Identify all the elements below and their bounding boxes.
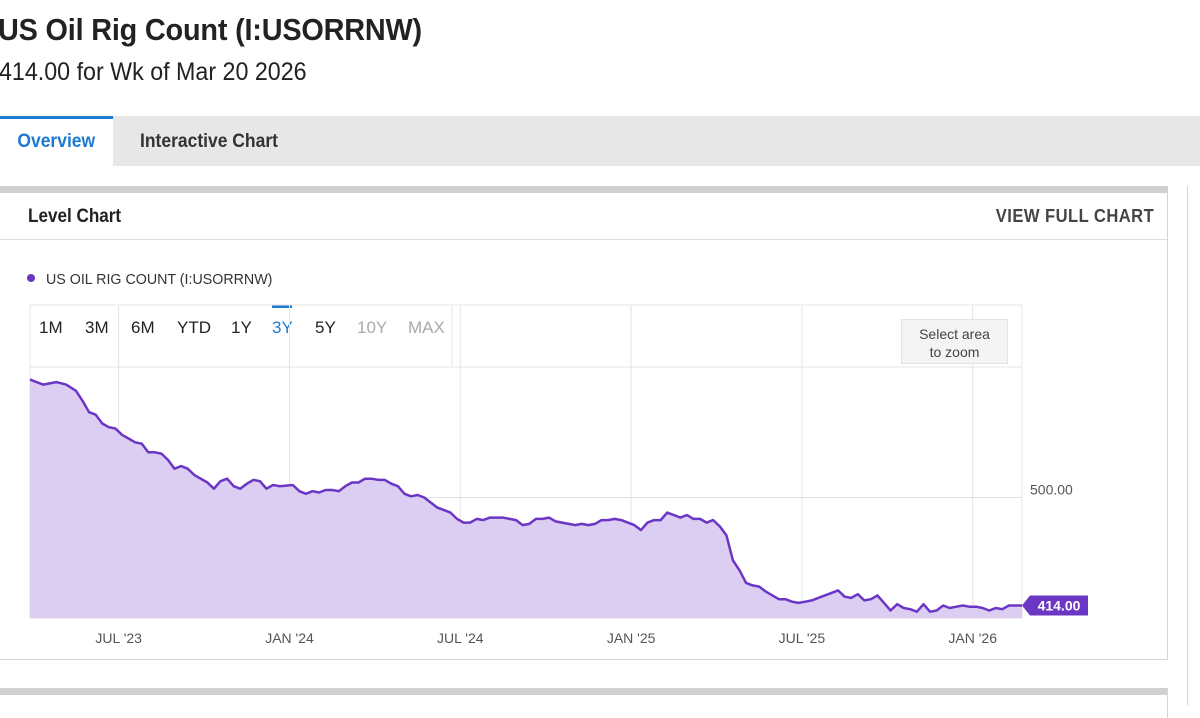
range-ytd-button[interactable]: YTD (177, 318, 211, 337)
page-subtitle: 414.00 for Wk of Mar 20 2026 (0, 58, 307, 86)
x-tick-label: JUL '23 (95, 630, 142, 646)
range-max-button: MAX (408, 318, 445, 337)
range-6m-button[interactable]: 6M (131, 318, 155, 337)
x-tick-label: JUL '24 (437, 630, 484, 646)
active-range-indicator (272, 305, 292, 308)
x-tick-label: JAN '24 (265, 630, 314, 646)
panel-header: Level Chart VIEW FULL CHART (0, 193, 1167, 240)
last-value-badge (1022, 595, 1088, 616)
y-tick-label: 500.00 (1030, 482, 1073, 498)
x-tick-label: JUL '25 (779, 630, 826, 646)
series-area (30, 379, 1022, 618)
view-full-chart-link[interactable]: VIEW FULL CHART (995, 206, 1154, 226)
next-panel (0, 688, 1168, 718)
range-1m-button[interactable]: 1M (39, 318, 63, 337)
x-tick-label: JAN '25 (607, 630, 656, 646)
range-5y-button[interactable]: 5Y (315, 318, 336, 337)
range-1y-button[interactable]: 1Y (231, 318, 252, 337)
tab-overview[interactable]: Overview (0, 116, 113, 166)
right-panel-edge (1187, 186, 1200, 705)
legend-label: US OIL RIG COUNT (I:USORRNW) (46, 271, 273, 288)
zoom-hint-line2: to zoom (929, 344, 980, 360)
last-value-marker: 414.00 (1022, 595, 1088, 616)
chart-legend[interactable]: US OIL RIG COUNT (I:USORRNW) (27, 271, 284, 288)
last-value-label: 414.00 (1038, 597, 1081, 613)
legend-dot-icon (27, 274, 35, 283)
range-10y-button: 10Y (357, 318, 388, 337)
zoom-hint-line1: Select area (919, 326, 990, 342)
tab-interactive-chart[interactable]: Interactive Chart (134, 116, 284, 166)
tab-interactive-chart-label: Interactive Chart (139, 131, 278, 152)
series-line[interactable] (29, 378, 1022, 613)
select-area-to-zoom-hint: Select area to zoom (901, 319, 1008, 364)
x-tick-label: JAN '26 (948, 630, 997, 646)
tab-bar: Overview Interactive Chart (0, 116, 1200, 166)
y-axis-labels: 500.00 (1030, 482, 1073, 498)
panel-title: Level Chart (28, 206, 122, 227)
x-axis-labels: JUL '23 JAN '24 JUL '24 JAN '25 JUL '25 JAN '… (95, 630, 997, 646)
tab-overview-label: Overview (17, 131, 96, 152)
range-3y-button[interactable]: 3Y (272, 318, 293, 337)
page-title: US Oil Rig Count (I:USORRNW) (0, 12, 422, 47)
range-3m-button[interactable]: 3M (85, 318, 109, 337)
